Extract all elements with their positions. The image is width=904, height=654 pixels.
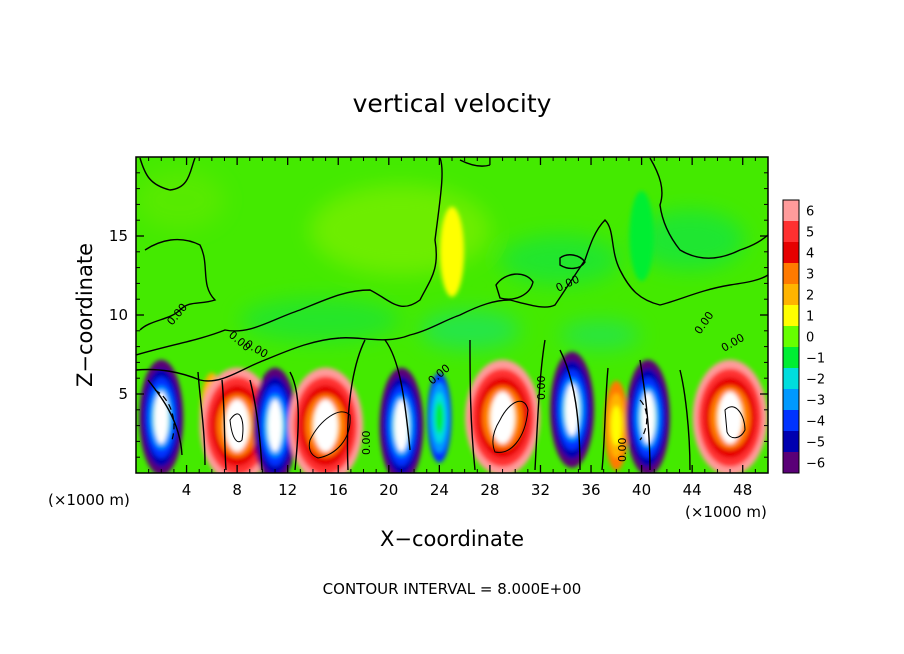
contour-line xyxy=(459,159,491,167)
velocity-cell-core xyxy=(154,391,169,444)
x-tick-label: 4 xyxy=(182,481,192,499)
x-axis-ticks: 4 8 12 16 20 24 28 32 36 40 44 48 xyxy=(148,157,756,499)
x-tick-label: 12 xyxy=(278,481,297,499)
contour-label: 0.00 xyxy=(616,438,629,463)
x-axis-label: X−coordinate xyxy=(380,527,524,551)
velocity-cell xyxy=(692,359,768,473)
x-unit-label-right: (×1000 m) xyxy=(685,503,767,521)
contour-line xyxy=(136,219,768,382)
contour-line xyxy=(147,339,691,471)
velocity-cell-core xyxy=(313,399,338,452)
x-tick-label: 8 xyxy=(232,481,242,499)
x-tick-label: 20 xyxy=(379,481,398,499)
colorbar: 6 5 4 3 2 1 0 −1 −2 −3 −4 −5 −6 xyxy=(782,199,825,474)
velocity-cell xyxy=(253,367,298,473)
y-tick-label: 10 xyxy=(109,306,128,324)
contour-line xyxy=(154,389,175,441)
velocity-cell xyxy=(550,351,595,468)
colorbar-swatch xyxy=(783,221,799,243)
colorbar-label: 4 xyxy=(806,247,814,262)
colorbar-swatch xyxy=(783,305,799,327)
velocity-cell-core xyxy=(565,383,580,436)
colorbar-label: 5 xyxy=(806,226,814,241)
colorbar-label: −3 xyxy=(806,394,825,409)
colorbar-label: −5 xyxy=(806,436,825,451)
x-tick-label: 16 xyxy=(329,481,348,499)
chart-title: vertical velocity xyxy=(353,89,552,118)
colorbar-swatch xyxy=(783,200,799,222)
y-axis-label: Z−coordinate xyxy=(73,243,97,387)
contour-lines xyxy=(136,157,768,471)
x-tick-label: 32 xyxy=(531,481,550,499)
velocity-cell-core xyxy=(490,391,515,444)
velocity-cell-band xyxy=(435,402,444,434)
velocity-cell xyxy=(629,191,654,281)
velocity-cell xyxy=(465,359,540,473)
colorbar-label: −4 xyxy=(806,415,825,430)
velocity-cell-band xyxy=(629,191,654,281)
velocity-cell xyxy=(288,367,363,473)
x-tick-label: 40 xyxy=(632,481,651,499)
x-tick-label: 24 xyxy=(430,481,449,499)
x-unit-label-left: (×1000 m) xyxy=(48,491,130,509)
colorbar-swatch xyxy=(783,431,799,453)
colorbar-swatch xyxy=(783,368,799,390)
velocity-cell-core xyxy=(394,399,409,452)
contour-label: 0.00 xyxy=(360,431,373,456)
velocity-cell-band xyxy=(440,206,464,297)
velocity-cell xyxy=(604,380,629,471)
x-tick-label: 36 xyxy=(581,481,600,499)
colorbar-swatch xyxy=(783,347,799,369)
velocity-cell xyxy=(379,367,424,473)
contour-label: 0.00 xyxy=(535,376,548,401)
x-tick-label: 28 xyxy=(480,481,499,499)
contour-line xyxy=(139,157,196,191)
contour-line xyxy=(229,400,746,459)
contour-line xyxy=(649,157,768,259)
colorbar-label: −2 xyxy=(806,373,825,388)
contour-interval-note: CONTOUR INTERVAL = 8.000E+00 xyxy=(323,580,582,598)
colorbar-swatch xyxy=(783,326,799,348)
colorbar-label: 3 xyxy=(806,268,814,283)
colorbar-swatch xyxy=(783,263,799,285)
contour-line xyxy=(495,273,534,300)
velocity-cell-core xyxy=(225,399,250,452)
velocity-cell xyxy=(440,206,464,297)
colorbar-swatch xyxy=(783,452,799,474)
colorbar-swatch xyxy=(783,410,799,432)
y-tick-label: 5 xyxy=(118,385,128,403)
colorbar-swatch xyxy=(783,284,799,306)
colorbar-label: −6 xyxy=(806,457,825,472)
velocity-cell-core xyxy=(718,391,743,444)
velocity-cell xyxy=(427,372,452,463)
velocity-field xyxy=(136,157,768,473)
colorbar-swatch xyxy=(783,389,799,411)
colorbar-label: 6 xyxy=(806,205,814,220)
velocity-cell-core xyxy=(268,399,283,452)
contour-line xyxy=(136,157,443,356)
x-tick-label: 48 xyxy=(733,481,752,499)
y-axis-ticks: 5 10 15 xyxy=(109,172,768,458)
y-tick-label: 15 xyxy=(109,227,128,245)
x-tick-label: 44 xyxy=(683,481,702,499)
colorbar-swatch xyxy=(783,242,799,264)
colorbar-label: −1 xyxy=(806,352,825,367)
contour-line xyxy=(559,254,586,270)
contour-line xyxy=(639,399,648,441)
colorbar-label: 2 xyxy=(806,289,814,304)
velocity-cell xyxy=(139,359,184,473)
velocity-cells xyxy=(139,191,768,473)
colorbar-frame xyxy=(782,199,800,474)
velocity-cell-band xyxy=(610,405,622,446)
velocity-cell xyxy=(625,359,670,473)
colorbar-label: 0 xyxy=(806,331,814,346)
contour-line xyxy=(139,238,217,331)
colorbar-label: 1 xyxy=(806,310,814,325)
